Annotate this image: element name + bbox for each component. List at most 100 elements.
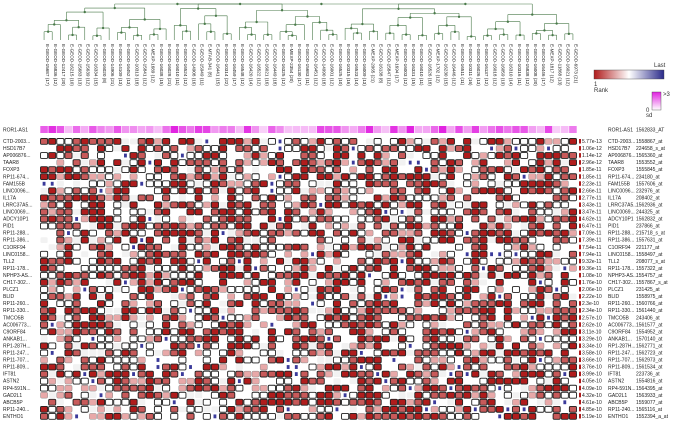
heatmap-cell [568,159,577,166]
heatmap-cell [536,159,545,166]
heatmap-cell [406,307,415,315]
heatmap-cell [349,272,358,279]
heatmap-cell [105,222,114,230]
heatmap-cell [324,398,333,406]
heatmap-cell [178,159,187,166]
heatmap-cell [81,159,89,166]
heatmap-cell [552,307,561,315]
row-label-gene: ABCB5P [3,400,23,406]
row-probe-id: 234180_at [636,174,660,180]
heatmap-cell [422,257,431,265]
heatmap-cell [243,356,252,364]
heatmap-cell [113,145,121,152]
heatmap-cell [373,279,382,286]
heatmap-cell [251,385,260,392]
heatmap-cell [341,180,350,188]
heatmap-cell [406,314,415,322]
row-label-gene: RP11-240... [3,407,29,413]
heatmap-cell [488,342,496,349]
heatmap-cell [365,187,374,194]
heatmap-cell [284,138,293,145]
row-pvalue-marker [579,378,581,384]
heatmap-cell [495,342,504,350]
sd-bar-cell [292,126,301,133]
row-pvalue-marker [579,272,581,278]
heatmap-cell [389,300,398,307]
heatmap-cell [202,244,211,251]
heatmap-cell [113,328,122,336]
heatmap-cell [162,180,171,188]
heatmap-cell [259,363,268,371]
heatmap-cell [332,194,341,202]
heatmap-cell [504,159,512,166]
heatmap-cell [373,406,382,413]
heatmap-cell [251,229,260,237]
row-label-gene: PID1 [3,224,14,230]
heatmap-cell [121,307,130,315]
heatmap-cell [406,173,415,181]
heatmap-cell [398,392,406,399]
heatmap-cell [430,264,439,272]
heatmap-cell [267,307,276,315]
heatmap-cell [178,385,187,392]
heatmap-cell [495,328,504,336]
heatmap-cell [64,166,73,173]
column-label: E-GEOD-16003 (12) [403,44,408,86]
heatmap-cell [439,321,447,328]
heatmap-cell [308,335,317,343]
heatmap-cell [408,343,412,348]
heatmap-cell [552,321,561,329]
heatmap-cell [381,335,390,343]
heatmap-cell [455,159,464,166]
heatmap-cell [213,414,217,419]
heatmap-cell [276,413,284,420]
heatmap-cell [536,152,545,159]
heatmap-cell [447,215,455,223]
column-label: E-GEOD-16009 (13) [362,44,367,86]
row-labels-right: ROR1-AS1 1562833_AT5.77e-13 CTD-2003... 155… [579,128,669,420]
heatmap-cell [471,307,480,315]
heatmap-cell [503,145,512,152]
heatmap-cell [178,229,187,237]
heatmap-cell [463,173,472,181]
heatmap-cell [496,180,504,187]
heatmap-cell [349,378,357,385]
heatmap-cell [292,349,301,357]
heatmap-cell [129,180,138,188]
heatmap-cell [414,208,423,216]
heatmap-cell [552,215,561,223]
heatmap-cell [560,208,569,216]
heatmap-cell [180,153,184,158]
heatmap-cell [504,335,512,342]
heatmap-cell [202,398,211,406]
heatmap-cell [512,201,520,209]
heatmap-cell [64,328,73,335]
column-label: E-GEOD-16511 (11) [460,44,465,86]
heatmap-cell [308,222,317,230]
sd-bar-cell [398,126,406,133]
heatmap-cell [406,145,415,152]
heatmap-cell [455,413,464,420]
heatmap-cell [219,307,227,314]
heatmap-cell [511,159,520,166]
heatmap-cell [496,350,504,356]
heatmap-cell [341,173,350,181]
heatmap-cell [180,287,184,292]
heatmap-cell [227,236,236,244]
sd-bar-row [40,126,577,133]
heatmap-cell [487,264,496,272]
heatmap-cell [455,272,464,279]
row-pvalue-marker [579,195,581,200]
heatmap-cell [311,252,314,257]
heatmap-cell [430,363,439,371]
heatmap-cell [349,293,357,300]
heatmap-cell [357,222,366,230]
row-label-gene-right: RP11-240... [608,407,634,413]
heatmap-cell [512,230,520,236]
heatmap-cell [544,208,553,216]
heatmap-cell [186,173,195,180]
heatmap-cell [276,314,284,321]
heatmap-cell [568,413,577,420]
heatmap-cell [471,363,480,371]
heatmap-cell [471,321,480,329]
